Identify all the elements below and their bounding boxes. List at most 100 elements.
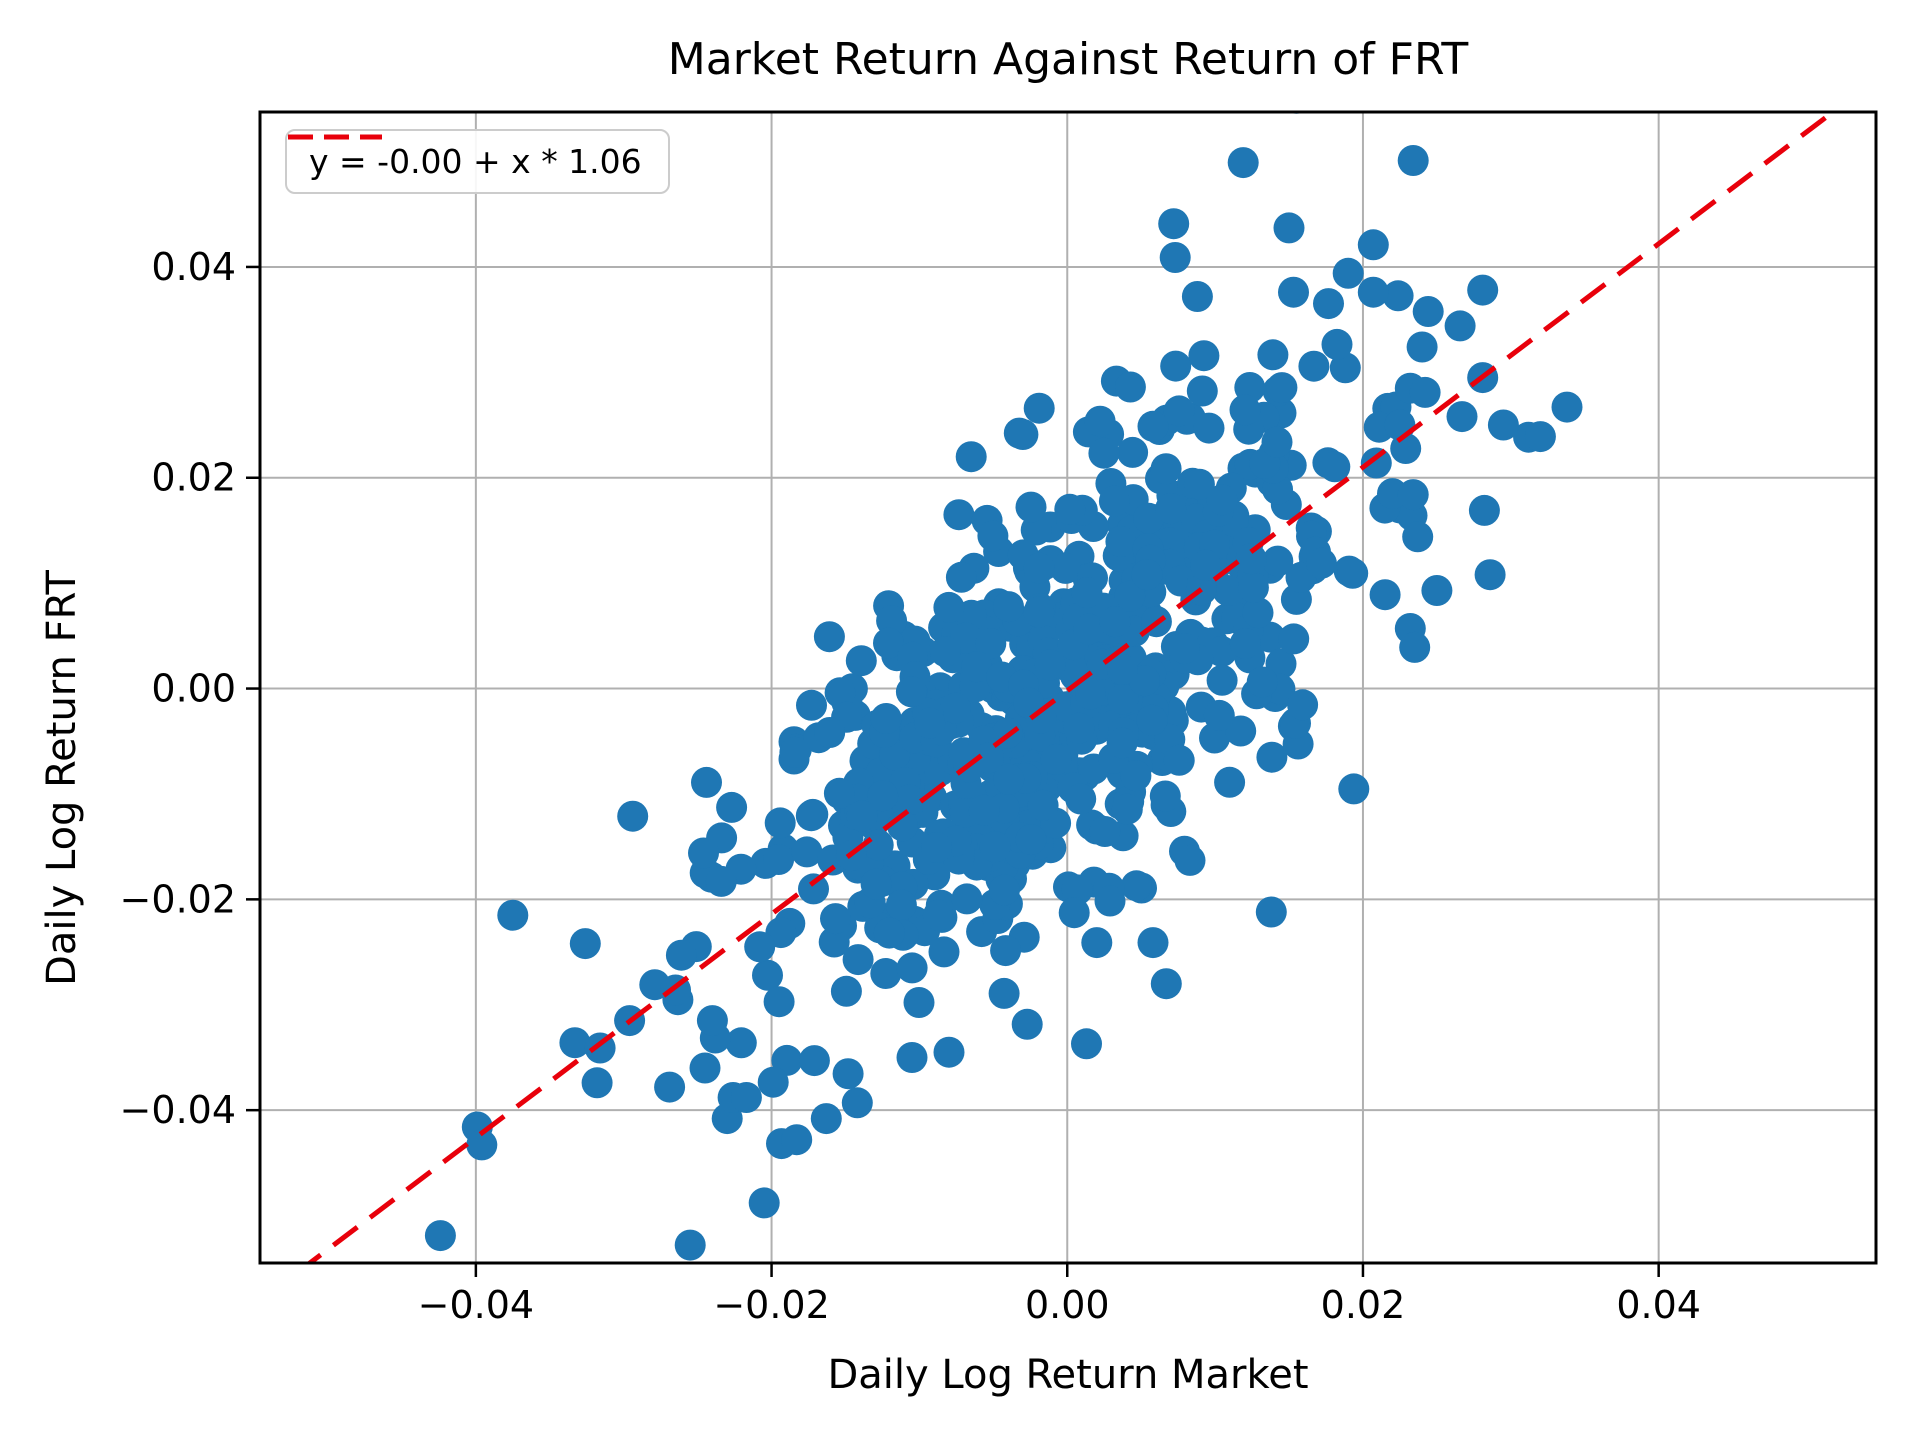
scatter-point	[1075, 678, 1106, 710]
scatter-point	[1229, 628, 1261, 660]
scatter-point	[903, 987, 935, 1018]
scatter-point	[832, 1058, 864, 1090]
scatter-point	[1487, 409, 1519, 441]
scatter-point	[1106, 727, 1138, 759]
scatter-point	[1298, 350, 1330, 382]
scatter-point	[1261, 426, 1293, 458]
scatter-point	[1206, 484, 1238, 516]
scatter-point	[1058, 897, 1090, 929]
scatter-point	[1225, 715, 1257, 747]
scatter-point	[1305, 547, 1337, 579]
scatter-point	[1181, 281, 1213, 312]
scatter-point	[1203, 699, 1235, 731]
scatter-point	[1094, 885, 1126, 917]
scatter-point	[1023, 596, 1055, 628]
y-tick-label: 0.02	[151, 456, 236, 500]
scatter-point	[705, 865, 737, 897]
scatter-point	[975, 628, 1007, 660]
scatter-point	[1237, 572, 1269, 604]
scatter-point	[1266, 372, 1298, 404]
scatter-point	[1227, 147, 1259, 179]
scatter-point	[1256, 741, 1288, 773]
scatter-point	[1255, 896, 1287, 928]
scatter-point	[1071, 1028, 1102, 1060]
scatter-point	[581, 1067, 613, 1099]
scatter-point	[1412, 296, 1444, 327]
scatter-point	[1338, 773, 1370, 805]
scatter-point	[1011, 1008, 1043, 1040]
regression-line	[305, 112, 1838, 1263]
scatter-point	[730, 1082, 762, 1113]
scatter-point	[823, 777, 855, 809]
scatter-point	[841, 1087, 873, 1119]
scatter-point	[1023, 392, 1055, 424]
scatter-point	[860, 868, 892, 900]
scatter-point	[1114, 580, 1146, 612]
legend-dash-icon	[288, 134, 382, 140]
scatter-point	[1235, 543, 1267, 575]
scatter-point	[1054, 493, 1086, 525]
scatter-point	[748, 1187, 780, 1219]
scatter-point	[795, 800, 827, 832]
scatter-point	[1337, 557, 1369, 589]
scatter-point	[1278, 623, 1310, 655]
gridlines	[260, 112, 1876, 1263]
scatter-point	[689, 1052, 721, 1084]
scatter-point	[1468, 494, 1500, 526]
scatter-point	[1065, 783, 1097, 815]
scatter-point	[1084, 405, 1116, 437]
scatter-point	[1163, 395, 1195, 427]
scatter-point	[569, 928, 601, 960]
scatter-point	[674, 1229, 706, 1261]
x-tick-label: 0.00	[1025, 1283, 1110, 1327]
scatter-point	[1524, 421, 1556, 453]
scatter-point	[1421, 575, 1453, 606]
scatter-point	[873, 917, 905, 949]
scatter-point	[796, 689, 827, 721]
scatter-point	[1150, 968, 1182, 1000]
scatter-point	[763, 986, 795, 1018]
scatter-points	[424, 112, 1583, 1261]
scatter-point	[921, 832, 953, 863]
scatter-point	[845, 645, 877, 677]
scatter-point	[943, 499, 975, 531]
scatter-point	[779, 736, 811, 768]
scatter-point	[955, 441, 987, 473]
scatter-point	[1357, 276, 1389, 308]
scatter-point	[988, 977, 1020, 1009]
scatter-point	[1149, 780, 1181, 812]
scatter-point	[1397, 145, 1429, 176]
scatter-point	[696, 1005, 728, 1037]
scatter-point	[1287, 689, 1319, 721]
scatter-point	[1188, 340, 1220, 372]
scatter-point	[1071, 577, 1103, 609]
scatter-point	[1313, 288, 1344, 320]
scatter-point	[1212, 575, 1244, 606]
scatter-point	[1023, 552, 1055, 584]
scatter-point	[961, 651, 993, 683]
scatter-point	[1106, 654, 1138, 685]
scatter-point	[993, 763, 1025, 795]
scatter-point	[1551, 391, 1583, 423]
scatter-point	[1120, 760, 1152, 792]
scatter-point	[1155, 493, 1187, 525]
scatter-point	[993, 591, 1024, 623]
scatter-point	[895, 676, 927, 708]
scatter-point	[1190, 549, 1222, 581]
legend: y = -0.00 + x * 1.06	[285, 129, 670, 194]
y-tick-label: 0.00	[151, 667, 236, 711]
scatter-point	[559, 1027, 591, 1059]
scatter-point	[933, 591, 965, 623]
scatter-point	[691, 766, 722, 798]
scatter-point	[1444, 310, 1476, 342]
scatter-point	[1183, 468, 1215, 500]
x-tick-label: −0.02	[713, 1283, 829, 1327]
scatter-point	[990, 935, 1022, 967]
scatter-point	[885, 889, 917, 921]
scatter-point	[1206, 664, 1238, 696]
scatter-point	[1229, 394, 1261, 426]
scatter-point	[1278, 276, 1309, 308]
scatter-point	[1027, 789, 1059, 821]
scatter-point	[1015, 491, 1047, 523]
